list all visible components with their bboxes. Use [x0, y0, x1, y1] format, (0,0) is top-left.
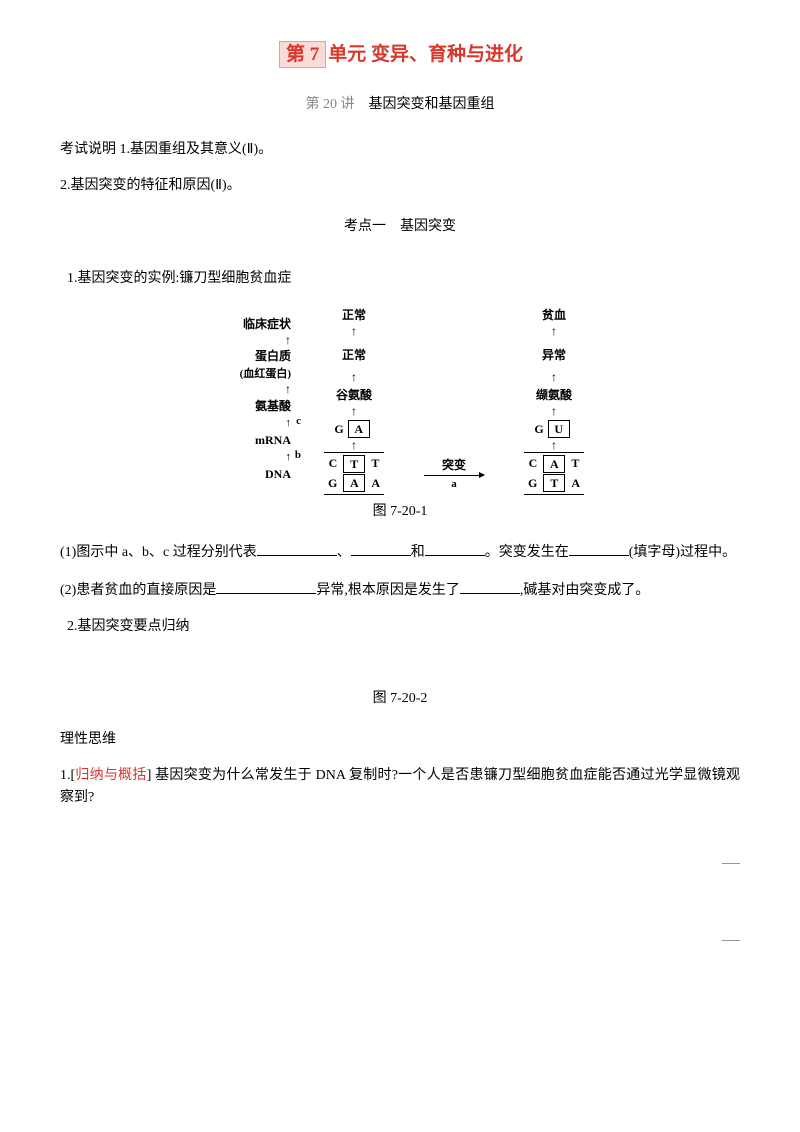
codon-box: A: [348, 420, 370, 438]
reason-question-1: 1.[归纳与概括] 基因突变为什么常发生于 DNA 复制时?一个人是否患镰刀型细…: [60, 765, 740, 810]
diagram-normal-column: 正常 ↑ 正常 ↑ 谷氨酸 ↑ G A ↑: [299, 304, 409, 494]
label-protein-text: 蛋白质: [255, 347, 291, 366]
question-2: (2)患者贫血的直接原因是 异常,根本原因是发生了 ,碱基对由突变成了。: [60, 579, 740, 602]
item-1-title: 1.基因突变的实例:镰刀型细胞贫血症: [60, 268, 740, 290]
label-protein-sub: (血红蛋白): [240, 366, 291, 384]
dna-top-n1: C: [529, 454, 538, 473]
normal-aa: 谷氨酸: [299, 384, 409, 406]
arrow-up-icon: ↑: [351, 406, 357, 418]
arrow-up-icon: ↑: [551, 406, 557, 418]
arrow-up-icon: ↑: [551, 440, 557, 452]
dna-top-box: A: [543, 455, 565, 473]
mutant-protein: 异常: [499, 338, 609, 372]
label-aa: 氨基酸: [191, 396, 291, 418]
q1-tail: (填字母)过程中。: [629, 545, 736, 560]
blank: [257, 541, 337, 556]
title-boxed: 第 7: [279, 41, 326, 68]
dna-top-n3: T: [371, 454, 379, 473]
exam-note-2: 2.基因突变的特征和原因(Ⅱ)。: [60, 175, 740, 197]
diagram-label-column: 临床症状 ↑ 蛋白质 (血红蛋白) ↑ 氨基酸 ↑c mRNA ↑b DNA: [191, 313, 299, 486]
lecture-name: 基因突变和基因重组: [355, 97, 495, 112]
lecture-number: 第 20 讲: [306, 97, 355, 112]
exam-note-1: 考试说明 1.基因重组及其意义(Ⅱ)。: [60, 139, 740, 161]
dna-bot-n3: A: [571, 474, 580, 493]
normal-clinical: 正常: [299, 304, 409, 326]
blank: [216, 579, 316, 594]
q2-mid: 异常,根本原因是发生了: [316, 583, 460, 598]
arrow-up-icon: ↑: [551, 326, 557, 338]
normal-dna: C T T G A A: [299, 452, 409, 494]
reason-heading: 理性思维: [60, 729, 740, 751]
mutation-label-text: 突变: [442, 456, 466, 475]
q1-pre: (1)图示中 a、b、c 过程分别代表: [60, 545, 257, 560]
figure-caption-2: 图 7-20-2: [60, 688, 740, 710]
bracket-label: 归纳与概括: [75, 768, 147, 783]
dna-bot-box: A: [343, 474, 365, 492]
lecture-subtitle: 第 20 讲 基因突变和基因重组: [60, 94, 740, 116]
blank: [351, 541, 411, 556]
codon-n1: G: [334, 420, 343, 439]
mutant-clinical: 贫血: [499, 304, 609, 326]
arrow-up-icon: ↑: [351, 440, 357, 452]
letter-b: b: [295, 450, 301, 460]
letter-c: c: [296, 416, 301, 426]
dna-bot-n1: G: [328, 474, 337, 493]
title-rest: 单元 变异、育种与进化: [328, 44, 523, 65]
diagram-mutation-column: 突变 a: [409, 306, 499, 494]
figure-7-20-1: 临床症状 ↑ 蛋白质 (血红蛋白) ↑ 氨基酸 ↑c mRNA ↑b DNA 正…: [60, 304, 740, 494]
arrow-b: ↑b: [286, 452, 292, 464]
label-dna: DNA: [191, 464, 291, 486]
normal-codon: G A: [299, 418, 409, 440]
unit-title: 第 7单元 变异、育种与进化: [60, 40, 740, 70]
mutant-dna: C A T G T A: [499, 452, 609, 494]
kaodian-1-heading: 考点一 基因突变: [60, 216, 740, 238]
item-2-title: 2.基因突变要点归纳: [60, 616, 740, 638]
dna-top-box: T: [343, 455, 365, 473]
label-clinical: 临床症状: [191, 313, 291, 335]
blank: [460, 579, 520, 594]
codon-n1: G: [534, 420, 543, 439]
diagram-mutant-column: 贫血 ↑ 异常 ↑ 缬氨酸 ↑ G U ↑: [499, 304, 609, 494]
q1-sep1: 、: [337, 545, 351, 560]
dna-bot-n3: A: [371, 474, 380, 493]
dna-top-n3: T: [571, 454, 579, 473]
arrow-up-icon: ↑: [351, 326, 357, 338]
right-arrow-icon: [424, 475, 484, 476]
dna-bot-n1: G: [528, 474, 537, 493]
blank: [569, 541, 629, 556]
q1-post1: 。突变发生在: [485, 545, 569, 560]
blank: [425, 541, 485, 556]
arrow-up-icon: ↑: [285, 384, 291, 396]
q2-pre: (2)患者贫血的直接原因是: [60, 583, 216, 598]
answer-rule: —: [60, 848, 740, 877]
dna-top-n1: C: [329, 454, 338, 473]
answer-rule: —: [60, 925, 740, 954]
arrow-c: ↑c: [286, 418, 292, 430]
mutation-arrow: 突变 a: [424, 456, 484, 494]
q-text: 基因突变为什么常发生于 DNA 复制时?一个人是否患镰刀型细胞贫血症能否通过光学…: [60, 768, 740, 805]
label-protein: 蛋白质 (血红蛋白): [191, 347, 291, 384]
q1-sep2: 和: [411, 545, 425, 560]
mutant-aa: 缬氨酸: [499, 384, 609, 406]
arrow-up-icon: ↑: [285, 335, 291, 347]
codon-box: U: [548, 420, 570, 438]
label-mrna: mRNA: [191, 430, 291, 452]
q2-post: ,碱基对由突变成了。: [520, 583, 650, 598]
letter-a: a: [451, 476, 457, 494]
normal-protein: 正常: [299, 338, 409, 372]
arrow-up-icon: ↑: [351, 372, 357, 384]
mutant-codon: G U: [499, 418, 609, 440]
question-1: (1)图示中 a、b、c 过程分别代表 、 和 。突变发生在 (填字母)过程中。: [60, 541, 740, 564]
dna-bot-box: T: [543, 474, 565, 492]
q-num: 1.: [60, 768, 71, 783]
figure-caption-1: 图 7-20-1: [60, 501, 740, 523]
arrow-up-icon: ↑: [551, 372, 557, 384]
